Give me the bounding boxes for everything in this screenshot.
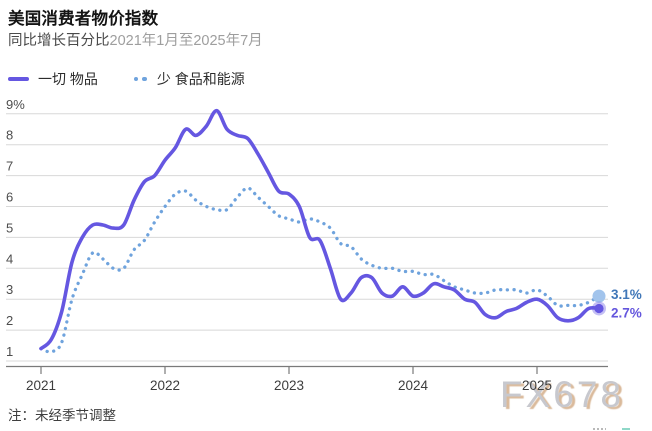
all-items-endpoint-halo <box>592 301 606 316</box>
y-axis-tick-label: 6 <box>6 190 13 205</box>
core-endpoint-marker <box>592 289 606 303</box>
subtitle-date-range: 2021年1月至2025年7月 <box>109 33 263 49</box>
chart-subtitle: 同比增长百分比2021年1月至2025年7月 <box>8 29 263 50</box>
legend: 一切 物品 少 食品和能源 <box>8 69 245 89</box>
core-end-value-label: 3.1% <box>611 287 642 302</box>
legend-item-core: 少 食品和能源 <box>133 69 245 89</box>
y-axis-tick-label: 2 <box>6 313 13 328</box>
dotted-series-line <box>39 186 601 354</box>
legend-item-all-items: 一切 物品 <box>8 69 98 89</box>
y-axis-tick-label: 4 <box>6 251 13 266</box>
solid-line-swatch-icon <box>8 77 29 81</box>
page-edge-artifact-teal <box>622 428 630 430</box>
all-items-end-value-label: 2.7% <box>611 305 642 320</box>
y-axis-tick-label: 7 <box>6 159 13 174</box>
dotted-line-swatch-icon <box>133 76 147 82</box>
y-axis-tick-label: 8 <box>6 128 13 143</box>
x-axis-tick-label: 2022 <box>150 378 180 393</box>
subtitle-label: 同比增长百分比 <box>8 33 110 49</box>
x-axis-tick-label: 2023 <box>274 378 304 393</box>
page-edge-artifact-dash <box>593 428 606 430</box>
chart-title: 美国消费者物价指数 <box>8 10 159 28</box>
fx678-watermark: FX678 <box>500 374 625 415</box>
solid-series-line <box>39 108 601 351</box>
all-items-endpoint-marker <box>594 303 604 314</box>
x-axis-tick-label: 2021 <box>26 378 56 393</box>
footnote: 注：未经季节调整 <box>8 408 116 423</box>
y-axis-tick-label: 5 <box>6 220 13 235</box>
y-axis-tick-label: 3 <box>6 282 13 297</box>
x-axis-tick-label: 2024 <box>398 378 429 393</box>
y-axis-tick-label: 9% <box>6 97 25 112</box>
legend-label-core: 少 食品和能源 <box>156 71 245 87</box>
legend-label-all-items: 一切 物品 <box>38 71 98 87</box>
y-axis-tick-label: 1 <box>6 344 13 359</box>
